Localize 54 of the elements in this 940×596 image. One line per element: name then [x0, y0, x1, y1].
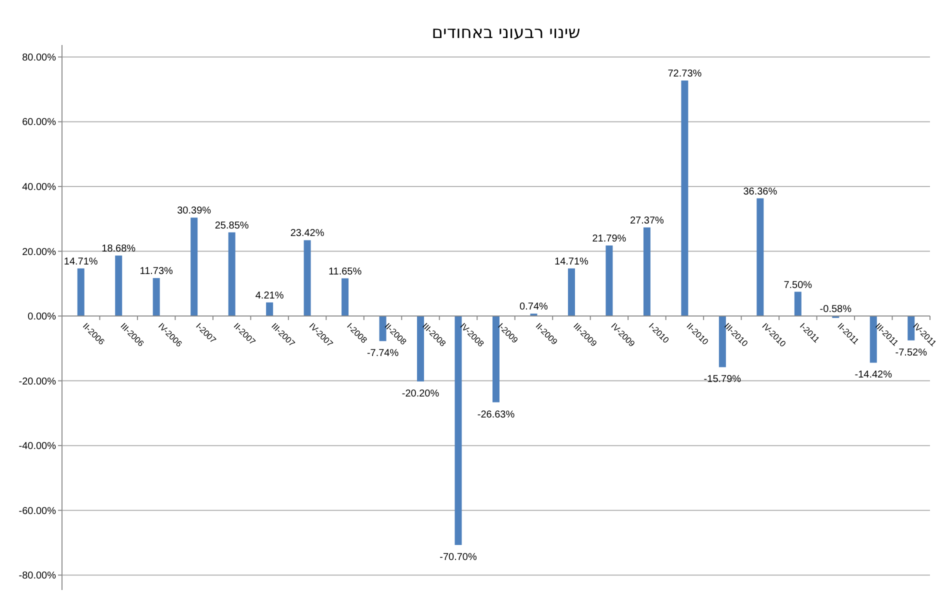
bar: [77, 268, 84, 316]
data-label: 4.21%: [255, 290, 284, 302]
data-label: -7.52%: [895, 347, 928, 358]
bar: [870, 316, 877, 363]
bar: [266, 302, 274, 316]
y-tick-label: 40.00%: [22, 182, 56, 194]
data-label: 72.73%: [668, 68, 702, 80]
bar: [681, 80, 688, 316]
bar: [718, 316, 726, 368]
data-label: 21.79%: [592, 233, 626, 244]
data-label: 30.39%: [177, 206, 212, 217]
data-label: 11.73%: [140, 266, 174, 278]
y-tick-label: -40.00%: [18, 441, 56, 452]
bar: [908, 316, 915, 340]
data-label: 7.50%: [784, 280, 812, 291]
bar: [304, 240, 311, 316]
bar: [342, 278, 349, 316]
bar: [379, 316, 386, 342]
chart-title: שינוי רבעוני באחודים: [432, 23, 580, 43]
data-label: 0.74%: [520, 302, 548, 313]
data-label: -20.20%: [402, 388, 440, 400]
data-label: 18.68%: [102, 244, 136, 255]
data-label: -14.42%: [854, 370, 892, 381]
data-label: 27.37%: [630, 215, 664, 226]
data-label: 14.71%: [554, 256, 589, 268]
y-tick-label: -20.00%: [18, 376, 56, 388]
y-tick-label: 60.00%: [22, 117, 56, 128]
data-label: 14.71%: [64, 256, 98, 268]
bar: [568, 268, 575, 316]
bar: [417, 316, 424, 382]
data-label: 25.85%: [214, 220, 249, 232]
data-label: -7.74%: [366, 348, 399, 360]
bar: [454, 316, 462, 545]
data-label: 23.42%: [290, 228, 324, 240]
y-tick-label: 20.00%: [22, 246, 56, 258]
bar: [756, 198, 764, 316]
bar: [115, 256, 122, 316]
y-tick-label: -60.00%: [18, 506, 56, 517]
bar: [228, 232, 236, 316]
y-tick-label: 80.00%: [22, 52, 56, 64]
bar: [152, 278, 160, 316]
bar: [606, 245, 613, 316]
data-label: -70.70%: [440, 552, 477, 563]
data-label: -0.58%: [820, 304, 852, 316]
bar: [643, 227, 650, 316]
data-label: 36.36%: [743, 186, 778, 198]
bar: [190, 218, 198, 316]
y-tick-label: -80.00%: [18, 570, 56, 582]
y-tick-label: 0.00%: [28, 312, 56, 323]
data-label: -26.63%: [477, 409, 515, 420]
data-label: -15.79%: [704, 374, 742, 386]
bar: [794, 292, 802, 316]
data-label: 11.65%: [328, 266, 362, 278]
bar: [492, 316, 500, 402]
